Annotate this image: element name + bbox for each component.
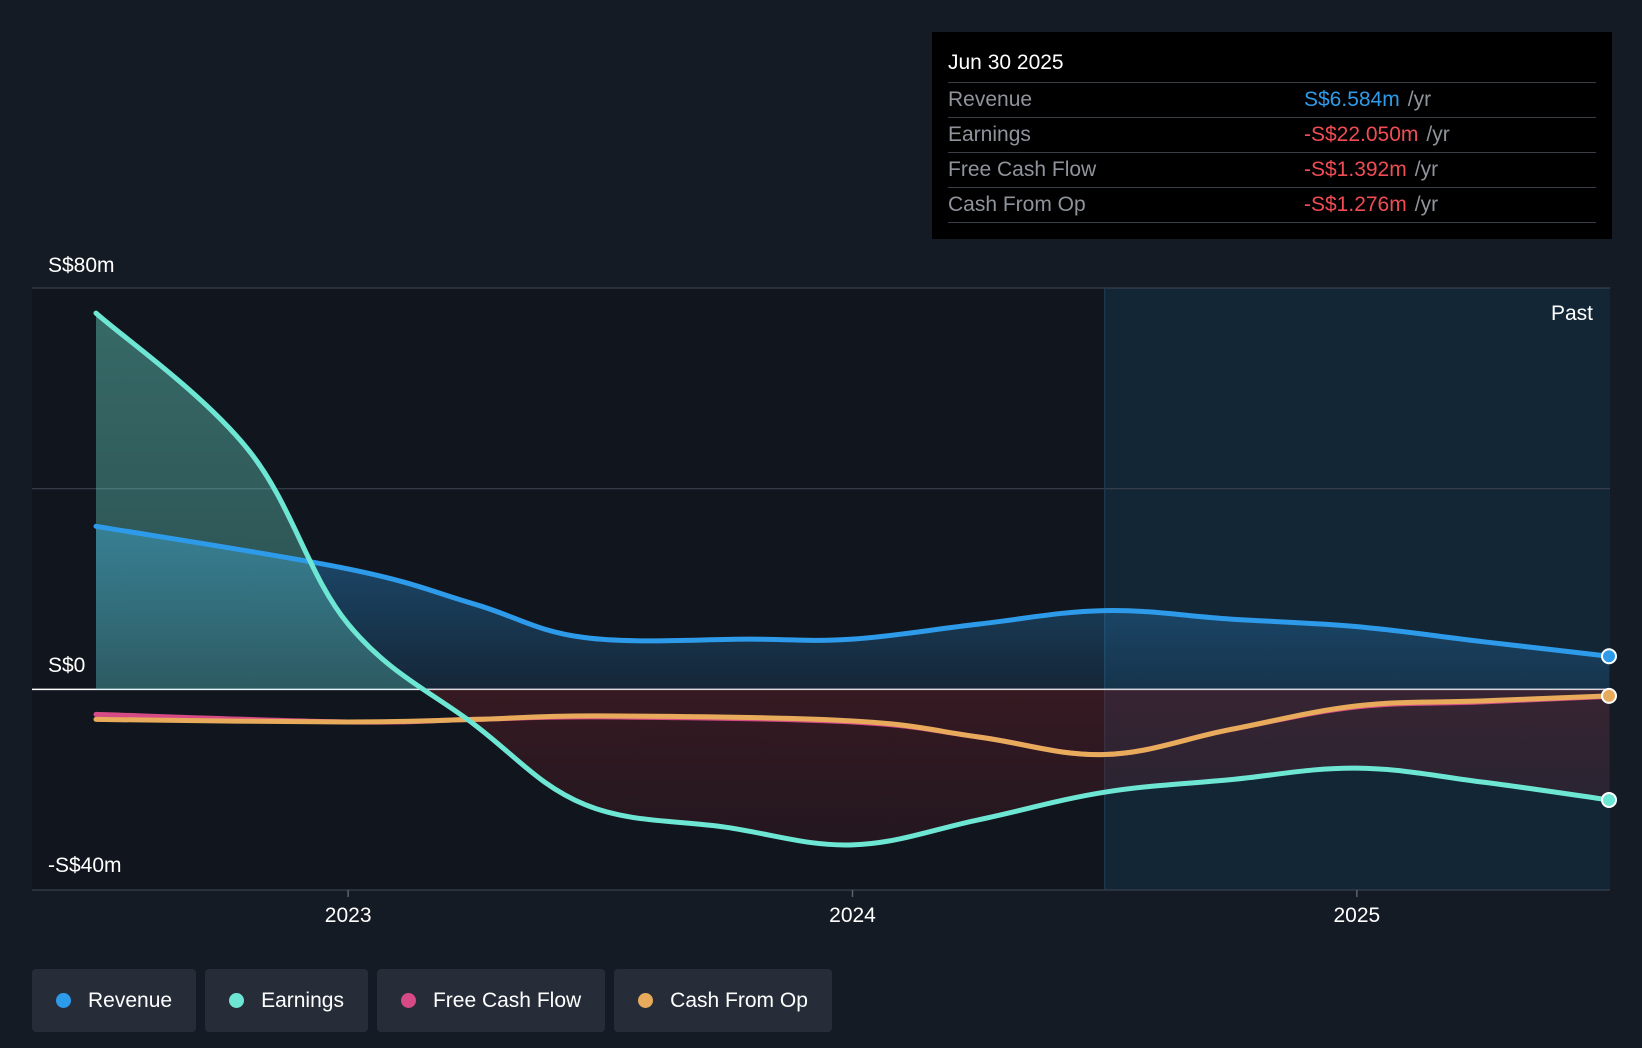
end-marker-cash-from-op <box>1601 687 1617 704</box>
tooltip-date: Jun 30 2025 <box>948 46 1596 83</box>
legend-label: Cash From Op <box>670 988 808 1012</box>
legend-label: Revenue <box>88 988 173 1012</box>
end-marker-earnings <box>1601 791 1617 808</box>
end-marker-revenue <box>1601 648 1617 665</box>
tooltip-value: S$6.584m <box>1304 88 1400 111</box>
series-end-markers <box>1601 648 1617 808</box>
tooltip-row-cash-from-op: Cash From Op -S$1.276m /yr <box>948 188 1596 223</box>
tooltip-label: Free Cash Flow <box>948 158 1097 181</box>
earnings-negative-area <box>423 689 1609 845</box>
legend-item-earnings[interactable]: Earnings <box>205 969 368 1032</box>
past-region <box>1104 288 1610 890</box>
tooltip-row-earnings: Earnings -S$22.050m /yr <box>948 118 1596 153</box>
legend-item-cash-from-op[interactable]: Cash From Op <box>614 969 832 1032</box>
legend-label: Earnings <box>261 988 344 1012</box>
x-tick-label: 2023 <box>325 904 372 927</box>
y-tick-label: -S$40m <box>48 854 122 877</box>
y-tick-label: S$80m <box>48 254 115 277</box>
series-line-earnings <box>93 310 1612 848</box>
tooltip-value: -S$22.050m <box>1304 123 1419 146</box>
chart-legend: Revenue Earnings Free Cash Flow Cash Fro… <box>32 969 832 1032</box>
earnings-positive-area <box>96 313 1609 690</box>
tooltip-value: -S$1.276m <box>1304 193 1407 216</box>
legend-dot-icon <box>638 993 654 1008</box>
legend-dot-icon <box>229 993 245 1008</box>
legend-label: Free Cash Flow <box>432 988 582 1012</box>
legend-dot-icon <box>400 993 416 1008</box>
axis-labels: S$80m S$0 -S$40m 2023 2024 2025 Past <box>48 254 1593 927</box>
tooltip-row-revenue: Revenue S$6.584m /yr <box>948 83 1596 118</box>
series-lines <box>93 310 1612 848</box>
y-tick-label: S$0 <box>48 654 85 677</box>
series-line-revenue <box>93 523 1612 659</box>
tooltip-unit: /yr <box>1407 88 1432 111</box>
tooltip-label: Revenue <box>948 88 1033 111</box>
legend-item-revenue[interactable]: Revenue <box>32 969 197 1032</box>
tooltip-unit: /yr <box>1414 193 1439 216</box>
past-label: Past <box>1551 302 1593 325</box>
tooltip-value: -S$1.392m <box>1304 158 1407 181</box>
legend-item-free-cash-flow[interactable]: Free Cash Flow <box>376 969 606 1032</box>
tooltip-unit: /yr <box>1426 123 1450 146</box>
revenue-area <box>96 526 1609 690</box>
tooltip-label: Earnings <box>948 123 1031 146</box>
series-areas <box>96 313 1609 845</box>
series-line-cash-from-op <box>93 693 1612 758</box>
tooltip-row-free-cash-flow: Free Cash Flow -S$1.392m /yr <box>948 153 1596 188</box>
x-tick-label: 2024 <box>829 904 876 927</box>
x-tick-label: 2025 <box>1333 904 1380 927</box>
tooltip-label: Cash From Op <box>948 193 1086 216</box>
data-tooltip: Jun 30 2025 Revenue S$6.584m /yr Earning… <box>932 32 1612 239</box>
tooltip-unit: /yr <box>1414 158 1439 181</box>
legend-dot-icon <box>56 993 71 1008</box>
